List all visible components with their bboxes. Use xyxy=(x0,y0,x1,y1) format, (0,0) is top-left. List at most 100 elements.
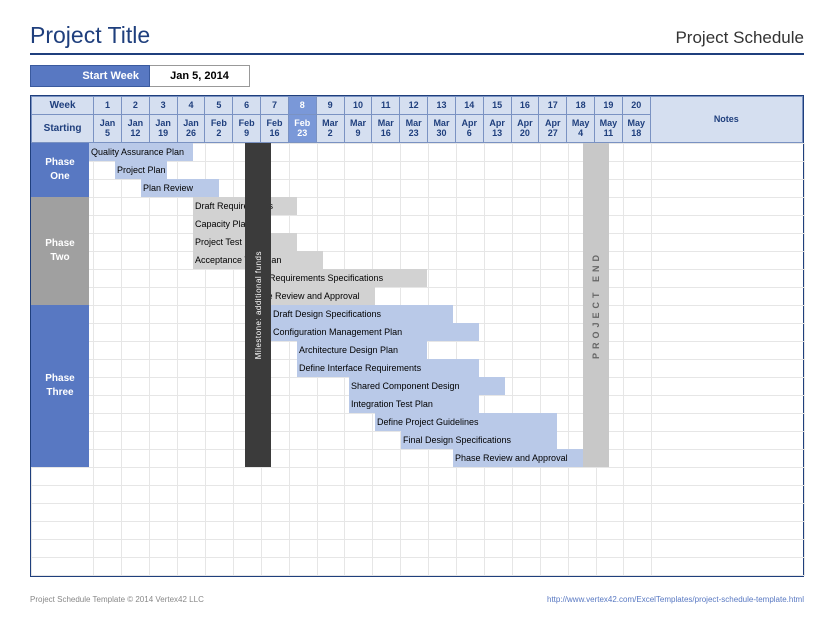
grid-cell[interactable] xyxy=(512,342,540,360)
grid-cell[interactable] xyxy=(261,522,289,540)
grid-cell[interactable] xyxy=(122,468,150,486)
grid-cell[interactable] xyxy=(512,216,540,234)
grid-cell[interactable] xyxy=(122,558,150,576)
notes-cell[interactable] xyxy=(652,432,805,450)
grid-cell[interactable] xyxy=(205,270,233,288)
grid-cell[interactable] xyxy=(457,252,485,270)
grid-cell[interactable] xyxy=(596,486,624,504)
grid-cell[interactable] xyxy=(373,288,401,306)
grid-cell[interactable] xyxy=(624,324,652,342)
grid-cell[interactable] xyxy=(457,558,485,576)
grid-cell[interactable] xyxy=(150,288,178,306)
grid-cell[interactable] xyxy=(122,252,150,270)
grid-cell[interactable] xyxy=(457,540,485,558)
grid-cell[interactable] xyxy=(205,432,233,450)
grid-cell[interactable] xyxy=(233,558,261,576)
gantt-bar[interactable]: Phase Review and Approval xyxy=(453,449,583,467)
grid-cell[interactable] xyxy=(150,486,178,504)
grid-cell[interactable] xyxy=(484,522,512,540)
grid-cell[interactable] xyxy=(205,450,233,468)
grid-cell[interactable] xyxy=(345,432,373,450)
grid-cell[interactable] xyxy=(568,522,596,540)
grid-cell[interactable] xyxy=(345,450,373,468)
grid-cell[interactable] xyxy=(205,558,233,576)
grid-cell[interactable] xyxy=(317,468,345,486)
grid-cell[interactable] xyxy=(94,414,122,432)
grid-cell[interactable] xyxy=(94,198,122,216)
grid-cell[interactable] xyxy=(624,486,652,504)
grid-cell[interactable] xyxy=(289,522,317,540)
grid-cell[interactable] xyxy=(624,180,652,198)
grid-cell[interactable] xyxy=(484,198,512,216)
grid-cell[interactable] xyxy=(373,504,401,522)
grid-cell[interactable] xyxy=(317,522,345,540)
grid-cell[interactable] xyxy=(401,216,429,234)
grid-cell[interactable] xyxy=(596,504,624,522)
grid-cell[interactable] xyxy=(429,522,457,540)
grid-cell[interactable] xyxy=(624,144,652,162)
gantt-bar[interactable]: Final Requirements Specifications xyxy=(245,269,427,287)
grid-cell[interactable] xyxy=(122,414,150,432)
grid-cell[interactable] xyxy=(484,360,512,378)
grid-cell[interactable] xyxy=(540,198,568,216)
grid-cell[interactable] xyxy=(596,468,624,486)
grid-cell[interactable] xyxy=(429,468,457,486)
grid-cell[interactable] xyxy=(512,144,540,162)
grid-cell[interactable] xyxy=(457,342,485,360)
grid-cell[interactable] xyxy=(429,540,457,558)
notes-cell[interactable] xyxy=(652,504,805,522)
grid-cell[interactable] xyxy=(484,342,512,360)
grid-cell[interactable] xyxy=(150,432,178,450)
grid-cell[interactable] xyxy=(177,450,205,468)
grid-cell[interactable] xyxy=(289,558,317,576)
grid-cell[interactable] xyxy=(540,540,568,558)
grid-cell[interactable] xyxy=(205,288,233,306)
grid-cell[interactable] xyxy=(373,144,401,162)
grid-cell[interactable] xyxy=(94,270,122,288)
grid-cell[interactable] xyxy=(401,558,429,576)
grid-cell[interactable] xyxy=(429,270,457,288)
grid-cell[interactable] xyxy=(484,540,512,558)
grid-cell[interactable] xyxy=(429,558,457,576)
grid-cell[interactable] xyxy=(122,342,150,360)
grid-cell[interactable] xyxy=(94,234,122,252)
grid-cell[interactable] xyxy=(94,540,122,558)
grid-cell[interactable] xyxy=(512,234,540,252)
notes-cell[interactable] xyxy=(652,144,805,162)
grid-cell[interactable] xyxy=(345,540,373,558)
grid-cell[interactable] xyxy=(373,252,401,270)
grid-cell[interactable] xyxy=(568,486,596,504)
grid-cell[interactable] xyxy=(512,306,540,324)
grid-cell[interactable] xyxy=(540,468,568,486)
grid-cell[interactable] xyxy=(512,180,540,198)
grid-cell[interactable] xyxy=(122,216,150,234)
grid-cell[interactable] xyxy=(94,306,122,324)
grid-cell[interactable] xyxy=(150,522,178,540)
notes-cell[interactable] xyxy=(652,270,805,288)
gantt-bar[interactable]: Shared Component Design xyxy=(349,377,505,395)
grid-cell[interactable] xyxy=(94,216,122,234)
grid-cell[interactable] xyxy=(122,306,150,324)
grid-cell[interactable] xyxy=(150,234,178,252)
grid-cell[interactable] xyxy=(177,288,205,306)
grid-cell[interactable] xyxy=(289,432,317,450)
gantt-bar[interactable]: Plan Review xyxy=(141,179,219,197)
grid-cell[interactable] xyxy=(512,198,540,216)
grid-cell[interactable] xyxy=(317,504,345,522)
grid-cell[interactable] xyxy=(373,432,401,450)
grid-cell[interactable] xyxy=(624,540,652,558)
grid-cell[interactable] xyxy=(345,252,373,270)
grid-cell[interactable] xyxy=(624,396,652,414)
grid-cell[interactable] xyxy=(373,234,401,252)
grid-cell[interactable] xyxy=(150,378,178,396)
grid-cell[interactable] xyxy=(317,378,345,396)
grid-cell[interactable] xyxy=(457,144,485,162)
grid-cell[interactable] xyxy=(373,198,401,216)
grid-cell[interactable] xyxy=(512,162,540,180)
grid-cell[interactable] xyxy=(429,198,457,216)
grid-cell[interactable] xyxy=(317,486,345,504)
grid-cell[interactable] xyxy=(289,450,317,468)
grid-cell[interactable] xyxy=(401,180,429,198)
grid-cell[interactable] xyxy=(122,324,150,342)
grid-cell[interactable] xyxy=(429,144,457,162)
